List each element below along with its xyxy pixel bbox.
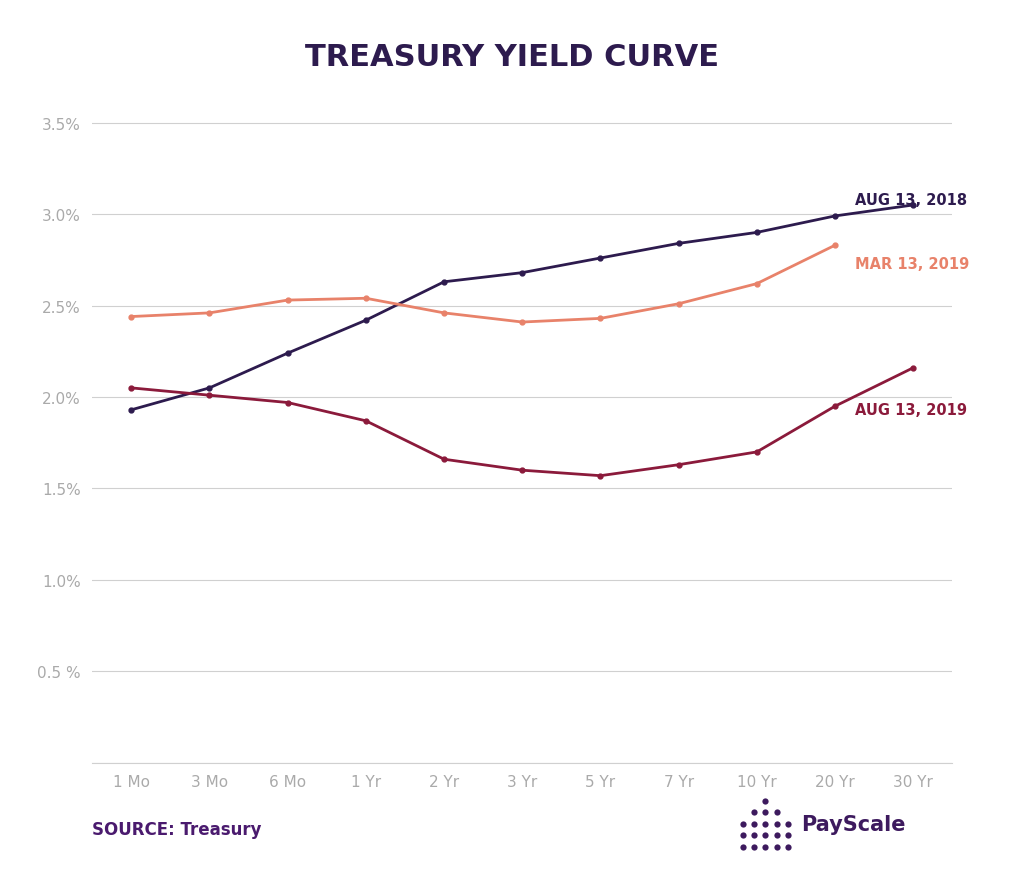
Text: MAR 13, 2019: MAR 13, 2019 xyxy=(855,257,969,272)
Text: SOURCE: Treasury: SOURCE: Treasury xyxy=(92,820,262,838)
Text: PayScale: PayScale xyxy=(801,815,905,834)
Text: AUG 13, 2019: AUG 13, 2019 xyxy=(855,403,967,417)
Text: TREASURY YIELD CURVE: TREASURY YIELD CURVE xyxy=(305,42,719,72)
Text: AUG 13, 2018: AUG 13, 2018 xyxy=(855,193,967,208)
